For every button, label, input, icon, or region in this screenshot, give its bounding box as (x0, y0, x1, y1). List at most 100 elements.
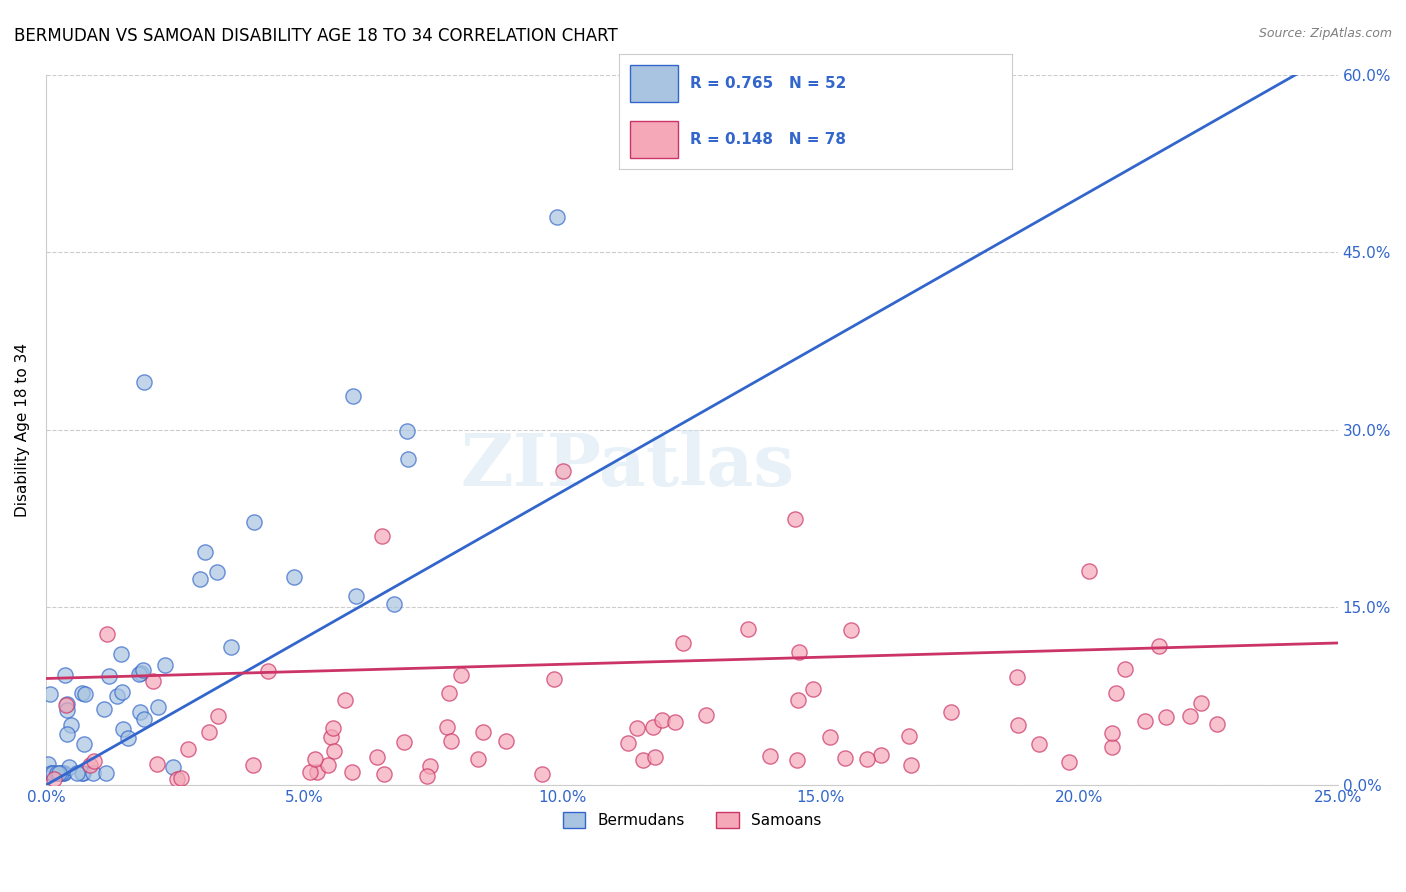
Point (48, 766, 70, 780)
Point (59, 718, 82, 732)
Point (298, 764, 321, 779)
Point (304, 752, 326, 766)
Point (94, 766, 117, 780)
Point (82, 766, 104, 780)
Point (342, 765, 364, 780)
Point (392, 735, 415, 749)
Point (55, 697, 77, 711)
Point (1156, 709, 1178, 723)
Point (322, 743, 344, 757)
Point (870, 748, 893, 763)
Point (1114, 662, 1136, 676)
Point (1147, 640, 1170, 654)
Point (371, 529, 394, 543)
Point (55, 698, 77, 713)
Point (72, 766, 94, 780)
Point (148, 699, 170, 714)
Point (97, 669, 120, 683)
Point (52, 766, 75, 780)
Point (177, 742, 200, 756)
Point (56, 727, 79, 741)
Point (633, 753, 655, 767)
Point (626, 721, 648, 735)
Point (437, 685, 460, 699)
Point (1101, 740, 1123, 755)
Point (39, 766, 62, 780)
Point (416, 769, 439, 783)
Point (1028, 737, 1050, 751)
Point (530, 767, 553, 781)
Point (396, 451, 419, 466)
Point (70, 766, 93, 780)
Point (382, 597, 405, 611)
Y-axis label: Disability Age 18 to 34: Disability Age 18 to 34 (15, 343, 30, 516)
Point (73, 687, 96, 701)
Point (166, 772, 188, 786)
Point (495, 734, 517, 748)
FancyBboxPatch shape (630, 120, 678, 158)
Point (759, 749, 782, 764)
Point (344, 589, 367, 603)
Point (672, 636, 695, 650)
Point (79, 758, 101, 772)
Point (198, 725, 221, 739)
Point (1057, 755, 1080, 769)
FancyBboxPatch shape (630, 65, 678, 103)
Point (305, 764, 328, 779)
Point (132, 712, 155, 726)
Point (1105, 686, 1128, 700)
Point (72, 737, 94, 751)
Point (897, 729, 920, 743)
Text: BERMUDAN VS SAMOAN DISABILITY AGE 18 TO 34 CORRELATION CHART: BERMUDAN VS SAMOAN DISABILITY AGE 18 TO … (14, 27, 617, 45)
Point (839, 623, 862, 637)
Point (318, 758, 340, 772)
Point (153, 657, 176, 672)
Point (322, 722, 344, 736)
Point (467, 752, 489, 766)
Point (51, 766, 73, 780)
Point (105, 689, 128, 703)
Point (1101, 725, 1123, 739)
Point (1189, 696, 1212, 710)
Point (342, 389, 364, 403)
Point (56, 703, 79, 717)
Point (131, 664, 153, 678)
Point (117, 731, 139, 745)
Point (1007, 718, 1029, 732)
Text: R = 0.765   N = 52: R = 0.765 N = 52 (689, 76, 846, 91)
Point (188, 572, 211, 586)
Point (1178, 709, 1201, 723)
Point (111, 685, 134, 699)
Legend: Bermudans, Samoans: Bermudans, Samoans (557, 806, 827, 834)
Point (664, 714, 686, 729)
Point (786, 753, 808, 767)
Point (785, 511, 807, 525)
Point (66, 766, 89, 780)
Point (243, 515, 266, 529)
Point (194, 544, 217, 558)
Point (450, 667, 472, 681)
Point (1133, 714, 1156, 729)
Point (419, 759, 441, 773)
Point (70, 686, 93, 700)
Point (93, 702, 115, 716)
Point (366, 750, 388, 764)
Point (939, 705, 962, 719)
Point (395, 424, 418, 438)
Point (787, 692, 810, 706)
Point (205, 565, 228, 579)
Text: Source: ZipAtlas.com: Source: ZipAtlas.com (1258, 27, 1392, 40)
Point (45, 766, 67, 780)
Point (53, 668, 76, 682)
Point (256, 664, 278, 678)
Point (373, 766, 395, 780)
Point (834, 751, 856, 765)
Point (1077, 564, 1099, 578)
Text: R = 0.148   N = 78: R = 0.148 N = 78 (689, 132, 845, 147)
Point (820, 731, 842, 745)
Point (58, 760, 80, 774)
Point (111, 723, 134, 737)
Point (145, 757, 167, 772)
Point (134, 376, 156, 390)
Point (737, 622, 759, 636)
